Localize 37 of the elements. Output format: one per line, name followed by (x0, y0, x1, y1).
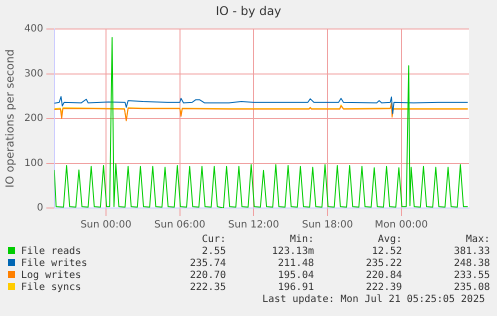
x-tick-label: Sun 06:00 (154, 220, 206, 231)
x-tick-label: Mon 00:00 (374, 220, 428, 231)
x-tick-label: Sun 12:00 (228, 220, 280, 231)
text: 12.52 (370, 246, 402, 258)
text: 248.38 (452, 258, 490, 270)
legend-label: File syncs (21, 282, 82, 293)
text: Max: (464, 234, 490, 246)
text: Cur: (200, 234, 226, 246)
text: 235.74 (188, 258, 226, 270)
text: 233.55 (452, 270, 490, 282)
y-tick-label: 100 (24, 158, 44, 169)
y-tick-label: 200 (24, 113, 44, 124)
text: 196.91 (276, 282, 314, 294)
text: 235.22 (364, 258, 402, 270)
text: 195.04 (276, 270, 314, 282)
text: Avg: (376, 234, 402, 246)
text: 222.35 (188, 282, 226, 294)
text: 220.84 (364, 270, 402, 282)
text: 222.39 (364, 282, 402, 294)
text: 123.13m (270, 246, 314, 258)
text: Last update: Mon Jul 21 05:25:05 2025 (261, 294, 485, 305)
text: 220.70 (188, 270, 226, 282)
legend-label: Log writes (21, 270, 82, 281)
y-tick-label: 0 (36, 202, 44, 214)
y-axis-title: IO operations per second (3, 49, 16, 188)
legend-label: File reads (21, 246, 82, 257)
text: 381.33 (452, 246, 490, 258)
y-tick-label: 400 (24, 24, 44, 35)
text: 235.08 (452, 282, 490, 294)
text: 2.55 (200, 246, 226, 258)
text: 211.48 (276, 258, 314, 270)
text: Min: (288, 234, 314, 246)
chart-title: IO - by day (214, 3, 282, 20)
x-tick-label: Sun 18:00 (302, 220, 353, 231)
x-tick-label: Sun 00:00 (80, 220, 132, 231)
y-tick-label: 300 (24, 68, 44, 80)
legend-label: File writes (21, 258, 88, 269)
